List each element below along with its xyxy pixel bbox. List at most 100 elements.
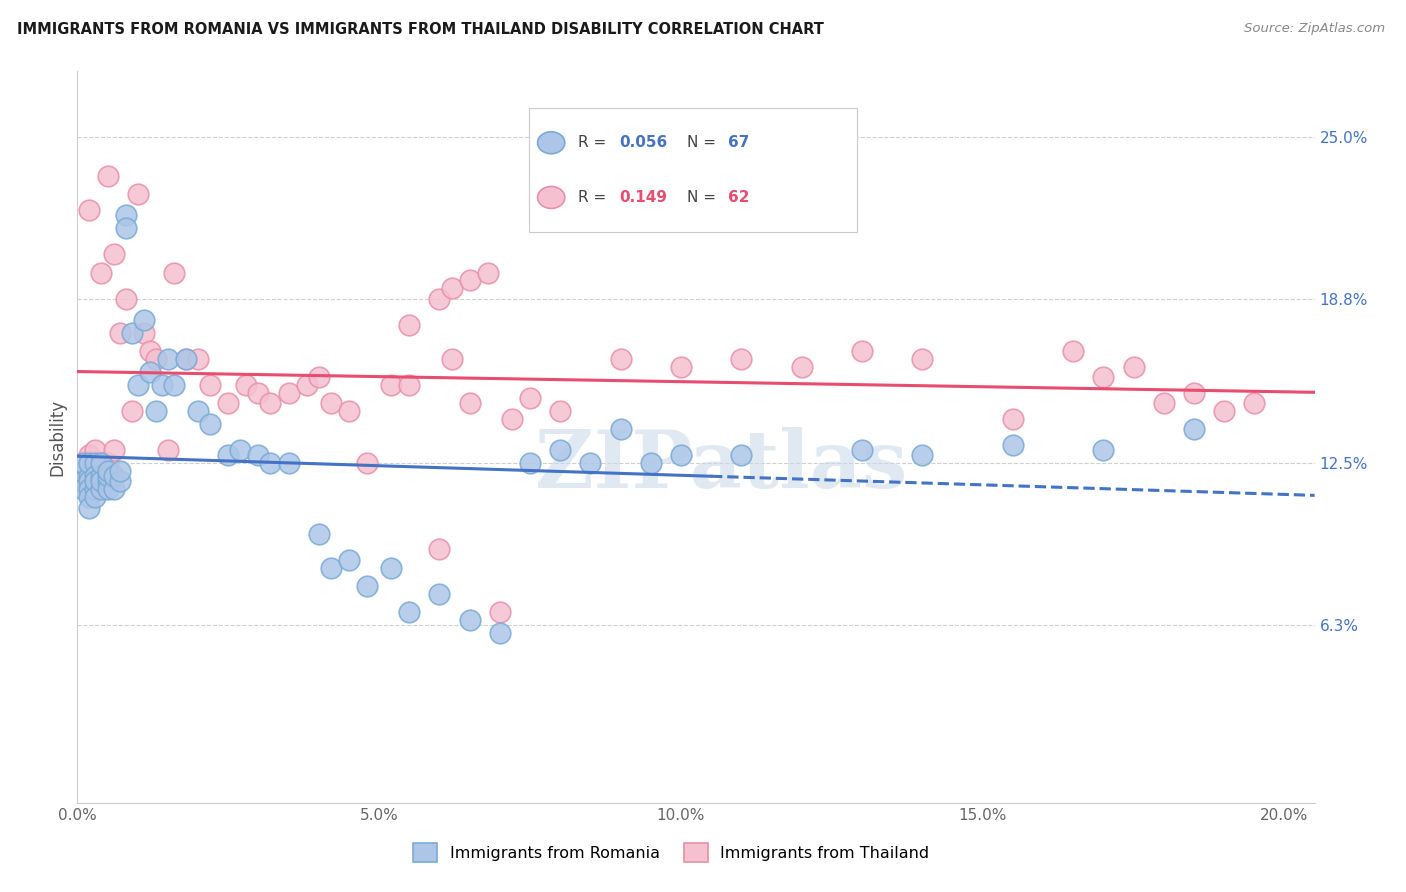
Point — [319, 396, 342, 410]
Point — [356, 456, 378, 470]
Point — [139, 343, 162, 358]
Point — [295, 377, 318, 392]
Point — [90, 456, 112, 470]
Point — [163, 377, 186, 392]
Point — [72, 456, 94, 470]
Point — [90, 475, 112, 489]
Point — [790, 359, 813, 374]
Point — [114, 292, 136, 306]
Point — [156, 351, 179, 366]
Point — [229, 443, 252, 458]
Point — [308, 370, 330, 384]
Point — [72, 475, 94, 489]
Point — [174, 351, 197, 366]
Point — [108, 464, 131, 478]
Point — [139, 365, 162, 379]
Text: 67: 67 — [728, 136, 749, 150]
Point — [1182, 385, 1205, 400]
Point — [1213, 404, 1236, 418]
Point — [519, 456, 541, 470]
Point — [308, 526, 330, 541]
Point — [911, 351, 934, 366]
Point — [259, 396, 281, 410]
Point — [79, 449, 101, 463]
Point — [96, 464, 118, 478]
Point — [277, 385, 299, 400]
Point — [337, 553, 360, 567]
Point — [79, 456, 101, 470]
Point — [1182, 422, 1205, 436]
Point — [79, 483, 101, 497]
Point — [730, 449, 752, 463]
Point — [72, 456, 94, 470]
Text: R =: R = — [578, 190, 612, 205]
Point — [84, 456, 107, 470]
Ellipse shape — [537, 186, 565, 209]
Point — [458, 613, 481, 627]
Point — [132, 326, 155, 340]
Point — [103, 443, 125, 458]
Point — [79, 469, 101, 483]
Point — [1062, 343, 1084, 358]
Point — [851, 343, 873, 358]
Point — [380, 377, 402, 392]
Point — [1122, 359, 1144, 374]
Point — [84, 483, 107, 497]
Point — [440, 281, 463, 295]
Point — [669, 449, 692, 463]
Text: N =: N = — [688, 190, 721, 205]
Point — [114, 208, 136, 222]
Point — [247, 449, 270, 463]
Point — [1153, 396, 1175, 410]
Point — [84, 490, 107, 504]
Text: ZIPatlas: ZIPatlas — [534, 427, 907, 506]
Point — [150, 377, 173, 392]
Point — [609, 422, 631, 436]
Point — [247, 385, 270, 400]
Point — [1092, 370, 1115, 384]
Point — [669, 359, 692, 374]
Point — [108, 326, 131, 340]
Text: R =: R = — [578, 136, 612, 150]
Point — [121, 326, 143, 340]
Point — [429, 587, 451, 601]
Point — [235, 377, 257, 392]
Point — [96, 469, 118, 483]
Point — [127, 377, 149, 392]
Point — [488, 626, 510, 640]
Text: 0.056: 0.056 — [619, 136, 668, 150]
Point — [1243, 396, 1265, 410]
Point — [84, 475, 107, 489]
Point — [398, 605, 420, 619]
Point — [1001, 412, 1024, 426]
Point — [84, 443, 107, 458]
Ellipse shape — [537, 132, 565, 153]
Point — [429, 292, 451, 306]
Point — [145, 351, 167, 366]
Point — [96, 456, 118, 470]
Point — [519, 391, 541, 405]
Point — [259, 456, 281, 470]
Point — [103, 469, 125, 483]
Point — [640, 456, 662, 470]
Text: 62: 62 — [728, 190, 749, 205]
Point — [380, 560, 402, 574]
Legend: Immigrants from Romania, Immigrants from Thailand: Immigrants from Romania, Immigrants from… — [406, 837, 936, 868]
Point — [198, 417, 221, 431]
Point — [217, 396, 239, 410]
Point — [174, 351, 197, 366]
Point — [217, 449, 239, 463]
Point — [458, 273, 481, 287]
FancyBboxPatch shape — [529, 108, 856, 232]
Point — [90, 469, 112, 483]
Point — [132, 312, 155, 326]
Point — [911, 449, 934, 463]
Point — [440, 351, 463, 366]
Point — [103, 247, 125, 261]
Point — [458, 396, 481, 410]
Point — [72, 469, 94, 483]
Point — [319, 560, 342, 574]
Point — [730, 351, 752, 366]
Point — [79, 500, 101, 515]
Text: 0.149: 0.149 — [619, 190, 668, 205]
